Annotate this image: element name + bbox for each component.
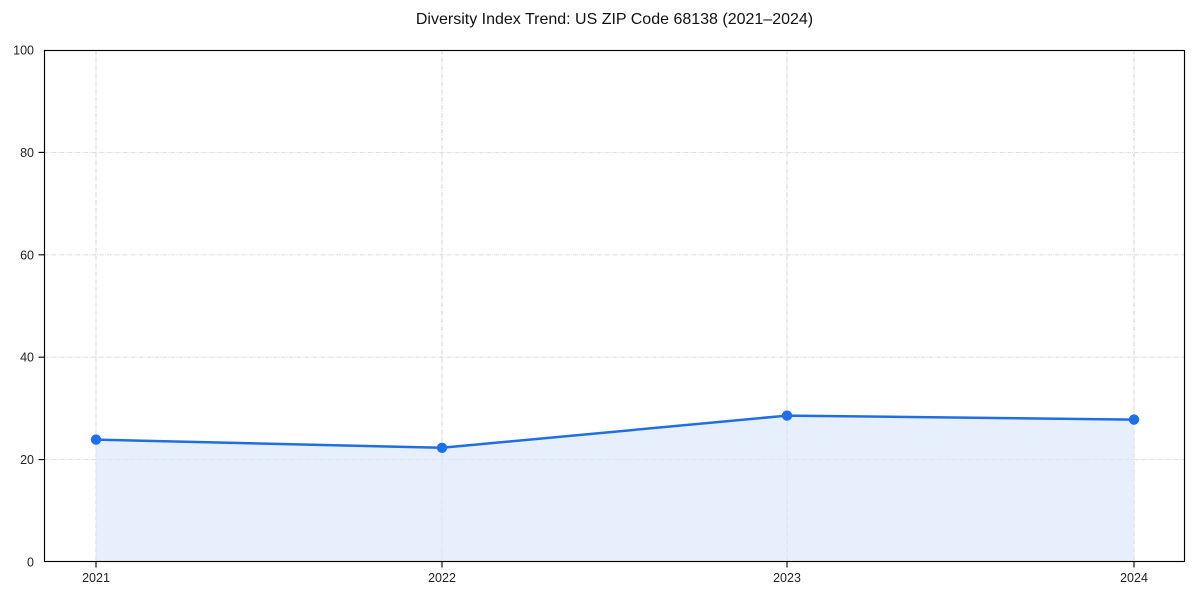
- svg-text:2023: 2023: [773, 571, 801, 585]
- svg-text:20: 20: [20, 453, 34, 467]
- svg-text:0: 0: [27, 556, 34, 570]
- svg-text:2024: 2024: [1120, 571, 1148, 585]
- svg-text:60: 60: [20, 248, 34, 262]
- svg-text:40: 40: [20, 351, 34, 365]
- svg-text:80: 80: [20, 146, 34, 160]
- svg-text:2021: 2021: [82, 571, 110, 585]
- svg-text:2022: 2022: [428, 571, 456, 585]
- svg-text:100: 100: [13, 44, 34, 58]
